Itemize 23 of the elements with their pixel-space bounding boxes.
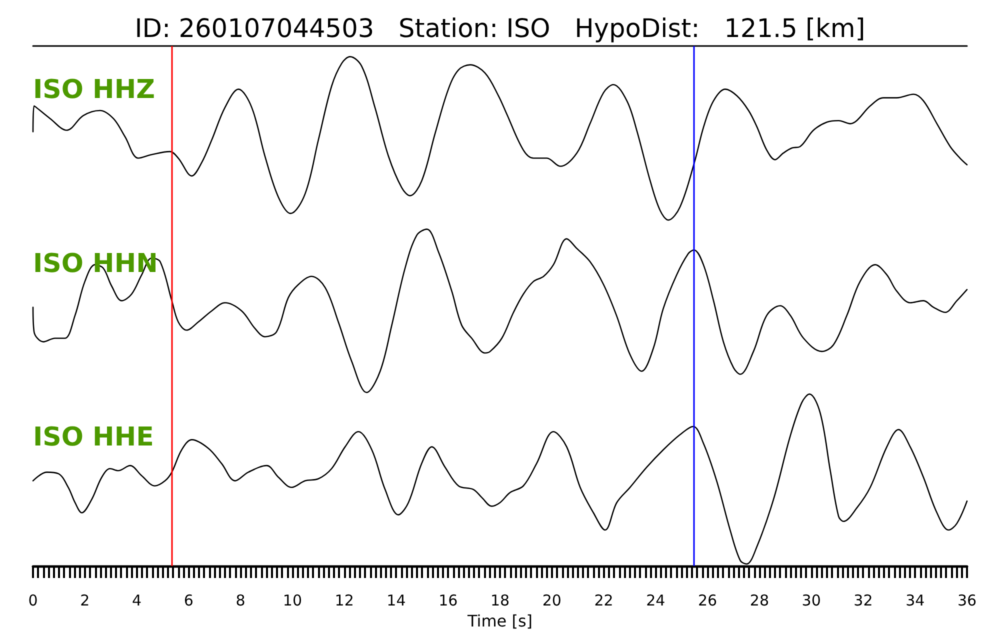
x-tick-label: 6 — [184, 592, 194, 610]
x-tick-label: 16 — [438, 592, 458, 610]
chart-title: ID: 260107044503 Station: ISO HypoDist: 121.5 [km] — [134, 14, 866, 44]
series-label: ISO HHE — [33, 422, 154, 452]
x-tick-label: 8 — [236, 592, 246, 610]
x-tick-label: 22 — [594, 592, 614, 610]
x-tick-label: 4 — [132, 592, 142, 610]
x-tick-label: 28 — [750, 592, 769, 610]
x-tick-label: 12 — [334, 592, 354, 610]
x-tick-label: 26 — [698, 592, 718, 610]
x-tick-label: 14 — [386, 592, 406, 610]
series-label: ISO HHZ — [33, 75, 155, 105]
x-tick-label: 24 — [646, 592, 666, 610]
x-axis-title: Time [s] — [466, 611, 533, 630]
x-tick-label: 34 — [906, 592, 925, 610]
x-tick-label: 20 — [542, 592, 562, 610]
x-tick-label: 2 — [80, 592, 90, 610]
x-tick-label: 10 — [282, 592, 302, 610]
x-tick-label: 30 — [802, 592, 821, 610]
x-tick-label: 36 — [957, 592, 977, 610]
x-tick-label: 0 — [28, 592, 38, 610]
x-tick-label: 32 — [854, 592, 873, 610]
x-tick-label: 18 — [490, 592, 510, 610]
